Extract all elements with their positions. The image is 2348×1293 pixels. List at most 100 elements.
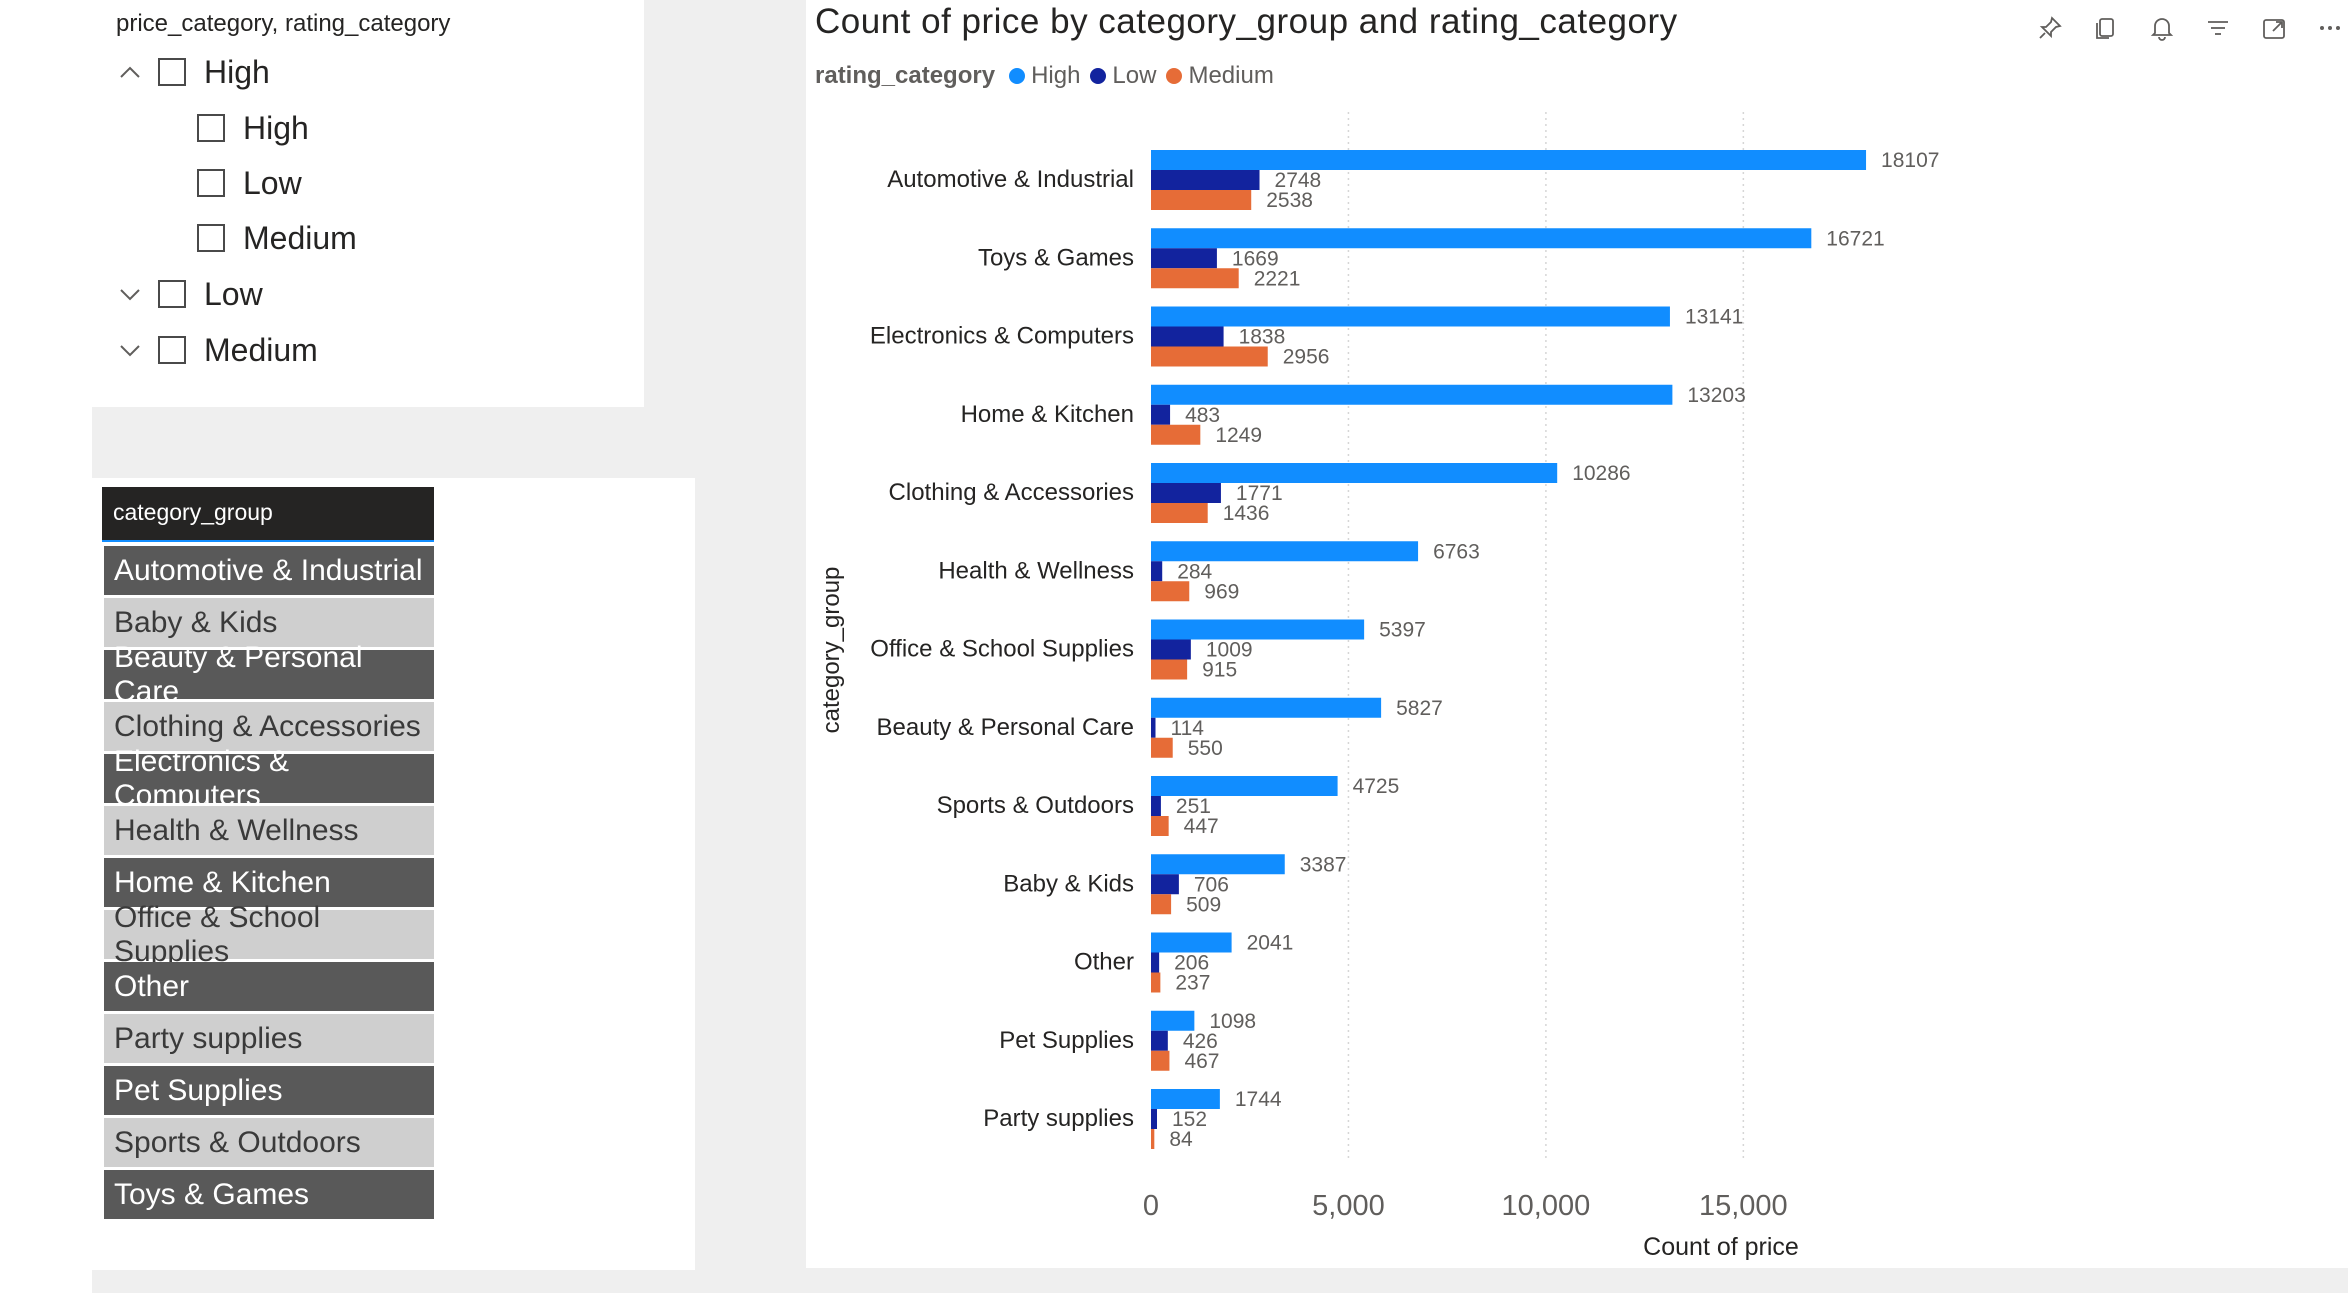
more-options-icon[interactable] xyxy=(2312,10,2348,46)
data-label: 1744 xyxy=(1235,1088,1282,1111)
bar-low xyxy=(1151,796,1161,816)
data-label: 152 xyxy=(1172,1108,1207,1131)
tree-node-medium[interactable]: Medium xyxy=(116,328,318,372)
bar-low xyxy=(1151,952,1160,973)
data-label: 13203 xyxy=(1687,384,1745,407)
bar-high xyxy=(1151,463,1558,483)
tree-node-high-low[interactable]: Low xyxy=(197,161,302,205)
tile-health-wellness[interactable]: Health & Wellness xyxy=(104,806,434,855)
legend-label: High xyxy=(1031,62,1081,89)
bar-high xyxy=(1151,150,1867,170)
tree-node-label: Medium xyxy=(243,219,357,256)
tile-office-school-supplies[interactable]: Office & School Supplies xyxy=(104,901,434,968)
slicer-title: price_category, rating_category xyxy=(116,10,451,37)
data-label: 284 xyxy=(1177,560,1212,583)
filter-icon[interactable] xyxy=(2200,10,2236,46)
tile-electronics-computers[interactable]: Electronics & Computers xyxy=(104,745,434,812)
tile-baby-kids[interactable]: Baby & Kids xyxy=(104,598,434,647)
category-label: Beauty & Personal Care xyxy=(877,714,1134,741)
data-label: 5827 xyxy=(1396,697,1443,720)
data-label: 1098 xyxy=(1209,1010,1256,1033)
legend-item-medium[interactable]: Medium xyxy=(1166,62,1274,90)
bar-low xyxy=(1151,483,1221,503)
bar-high xyxy=(1151,384,1673,405)
tree-node-label: Low xyxy=(204,275,263,312)
bar-high xyxy=(1151,854,1285,875)
tile-sports-outdoors[interactable]: Sports & Outdoors xyxy=(104,1118,434,1167)
tree-node-high-high[interactable]: High xyxy=(197,106,309,150)
data-label: 447 xyxy=(1184,815,1219,838)
category-label: Party supplies xyxy=(983,1105,1134,1132)
data-label: 206 xyxy=(1174,952,1209,975)
tree-node-low[interactable]: Low xyxy=(116,272,263,316)
tile-clothing-accessories[interactable]: Clothing & Accessories xyxy=(104,702,434,751)
data-label: 4725 xyxy=(1353,775,1400,798)
tile-other[interactable]: Other xyxy=(104,962,434,1011)
tree-node-high-medium[interactable]: Medium xyxy=(197,216,357,260)
x-tick-label: 10,000 xyxy=(1502,1190,1591,1222)
chevron-up-icon[interactable] xyxy=(116,58,144,86)
tile-home-kitchen[interactable]: Home & Kitchen xyxy=(104,858,434,907)
bar-medium xyxy=(1151,737,1173,758)
tree-node-high[interactable]: High xyxy=(116,50,270,94)
legend-label: Medium xyxy=(1188,62,1274,89)
legend: rating_category High Low Medium xyxy=(815,62,1284,90)
data-label: 1771 xyxy=(1236,482,1283,505)
hierarchy-slicer: price_category, rating_category High Hig… xyxy=(92,0,644,407)
chart-plot: 0 5,000 10,000 15,000 Count of price category… xyxy=(818,112,1939,1261)
pin-icon[interactable] xyxy=(2032,10,2068,46)
bar-low xyxy=(1151,248,1217,269)
data-label: 706 xyxy=(1194,873,1229,896)
tree-node-label: High xyxy=(243,109,309,146)
bar-high xyxy=(1151,1089,1220,1109)
data-label: 3387 xyxy=(1300,853,1347,876)
bell-icon[interactable] xyxy=(2144,10,2180,46)
category-label: Other xyxy=(1074,949,1134,976)
bar-high xyxy=(1151,228,1812,249)
bar-medium xyxy=(1151,972,1161,993)
tile-pet-supplies[interactable]: Pet Supplies xyxy=(104,1066,434,1115)
tile-automotive-industrial[interactable]: Automotive & Industrial xyxy=(104,546,434,595)
data-label: 915 xyxy=(1202,659,1237,682)
bar-medium xyxy=(1151,816,1169,836)
bar-low xyxy=(1151,1109,1158,1129)
legend-dot xyxy=(1166,68,1183,84)
checkbox[interactable] xyxy=(158,58,186,86)
bar-high xyxy=(1151,541,1419,562)
focus-mode-icon[interactable] xyxy=(2256,10,2292,46)
legend-item-high[interactable]: High xyxy=(1009,62,1080,90)
tree-node-label: Medium xyxy=(204,331,318,368)
bar-high xyxy=(1151,776,1338,796)
data-label: 1249 xyxy=(1215,424,1262,447)
tile-beauty-personal-care[interactable]: Beauty & Personal Care xyxy=(104,641,434,708)
legend-item-low[interactable]: Low xyxy=(1090,62,1156,90)
bar-medium xyxy=(1151,190,1252,210)
tree-node-label: Low xyxy=(243,164,302,201)
x-tick-label: 0 xyxy=(1143,1190,1159,1222)
data-label: 10286 xyxy=(1572,462,1630,485)
bar-medium xyxy=(1151,503,1208,523)
legend-title: rating_category xyxy=(815,62,996,89)
data-label: 483 xyxy=(1185,404,1220,427)
chevron-down-icon[interactable] xyxy=(116,280,144,308)
category-label: Pet Supplies xyxy=(999,1027,1134,1054)
data-label: 84 xyxy=(1169,1128,1193,1151)
category-label: Sports & Outdoors xyxy=(937,792,1134,819)
tile-party-supplies[interactable]: Party supplies xyxy=(104,1014,434,1063)
checkbox[interactable] xyxy=(197,169,225,197)
tile-toys-games[interactable]: Toys & Games xyxy=(104,1170,434,1219)
data-label: 18107 xyxy=(1881,149,1939,172)
chevron-down-icon[interactable] xyxy=(116,336,144,364)
checkbox[interactable] xyxy=(197,114,225,142)
copy-icon[interactable] xyxy=(2088,10,2124,46)
chart-title: Count of price by category_group and rat… xyxy=(815,2,1678,41)
bar-high xyxy=(1151,697,1382,718)
data-label: 2538 xyxy=(1266,189,1313,212)
legend-dot xyxy=(1090,68,1107,84)
checkbox[interactable] xyxy=(197,224,225,252)
bar-chart-visual[interactable]: 0 5,000 10,000 15,000 Count of price category… xyxy=(806,0,2348,1268)
checkbox[interactable] xyxy=(158,336,186,364)
checkbox[interactable] xyxy=(158,280,186,308)
category-label: Baby & Kids xyxy=(1003,870,1134,897)
bar-medium xyxy=(1151,581,1190,602)
